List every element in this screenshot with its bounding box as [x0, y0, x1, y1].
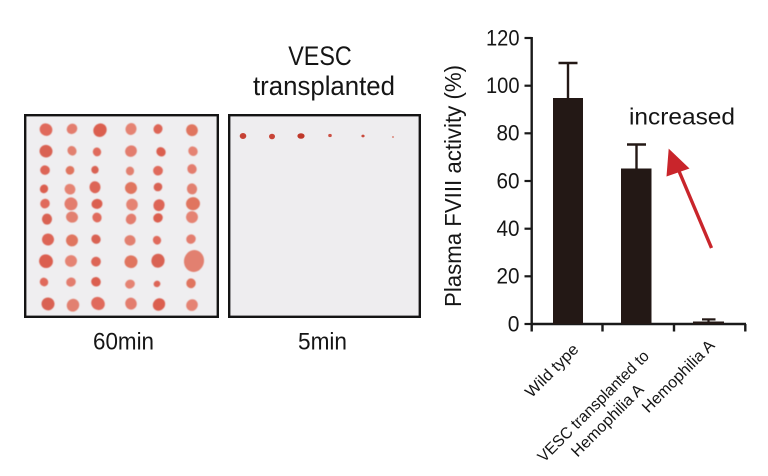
svg-text:40: 40	[497, 216, 520, 241]
svg-text:increased: increased	[629, 104, 735, 130]
svg-text:VESC: VESC	[288, 41, 352, 71]
svg-text:60min: 60min	[93, 328, 154, 355]
svg-text:0: 0	[508, 311, 520, 336]
svg-text:80: 80	[497, 121, 520, 146]
svg-text:Plasma FVIII activity (%): Plasma FVIII activity (%)	[440, 65, 466, 307]
svg-text:100: 100	[486, 73, 520, 98]
svg-text:60: 60	[497, 168, 520, 193]
svg-text:5min: 5min	[298, 328, 347, 355]
svg-text:transplanted: transplanted	[253, 71, 395, 101]
svg-text:120: 120	[486, 25, 520, 50]
svg-text:20: 20	[497, 264, 520, 289]
